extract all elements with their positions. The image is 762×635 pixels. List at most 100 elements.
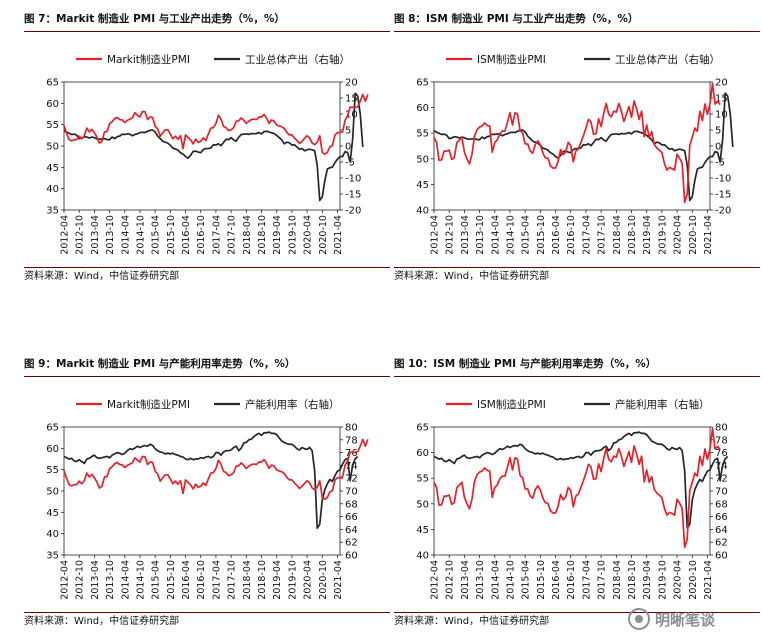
x-tick-label: 2020-10 [318,560,329,600]
legend-label: 工业总体产出（右轴） [615,53,720,66]
x-tick-label: 2018-10 [257,560,268,600]
chart-title: 图 10：ISM 制造业 PMI 与产能利用率走势（%，%） [394,358,657,370]
x-tick-label: 2015-10 [166,560,177,600]
x-tick-label: 2019-10 [287,560,298,600]
chart-title: 图 7：Markit 制造业 PMI 与工业产出走势（%，%） [24,13,285,25]
y2-tick-label: 80 [715,423,728,434]
x-tick-label: 2017-10 [227,215,238,255]
x-tick-label: 2018-04 [612,215,623,255]
y-tick-label: 60 [416,103,429,114]
chart-panel-fig7: 图 7：Markit 制造业 PMI 与工业产出走势（%，%） Markit制造… [24,10,390,285]
x-tick-label: 2018-10 [627,560,638,600]
y2-tick-label: -15 [345,190,361,201]
x-tick-label: 2017-04 [581,215,592,255]
y2-tick-label: -5 [715,158,725,169]
x-tick-label: 2015-10 [166,215,177,255]
y-tick-label: 50 [46,142,59,153]
y-tick-label: 40 [46,184,59,195]
source-divider [24,267,390,268]
title-divider [24,376,390,377]
x-tick-label: 2013-10 [105,215,116,255]
y2-tick-label: -20 [715,206,731,217]
y2-tick-label: 10 [345,110,358,121]
y2-tick-label: -15 [715,190,731,201]
title-divider [394,376,760,377]
legend-label: 工业总体产出（右轴） [245,53,350,66]
x-tick-label: 2015-10 [536,560,547,600]
x-tick-label: 2012-04 [430,560,441,600]
x-tick-label: 2012-04 [430,215,441,255]
x-tick-label: 2019-10 [657,215,668,255]
x-tick-label: 2019-04 [642,215,653,255]
x-tick-label: 2012-10 [75,560,86,600]
source-note: 资料来源：Wind，中信证券研究部 [24,271,180,282]
x-tick-label: 2018-10 [257,215,268,255]
y2-tick-label: 10 [715,110,728,121]
y-tick-label: 35 [46,551,59,562]
x-tick-label: 2017-10 [227,560,238,600]
series-line [433,427,721,549]
plot-frame [63,81,341,211]
x-tick-label: 2013-04 [90,215,101,255]
y2-tick-label: 68 [345,499,358,510]
y2-tick-label: 72 [715,474,728,485]
y2-tick-label: -10 [715,174,731,185]
plot-frame [433,426,711,556]
y2-tick-label: 60 [345,551,358,562]
x-tick-label: 2015-04 [151,215,162,255]
x-tick-label: 2019-04 [272,215,283,255]
y2-tick-label: -20 [345,206,361,217]
x-tick-label: 2012-04 [60,560,71,600]
x-tick-label: 2012-04 [60,215,71,255]
y2-tick-label: 70 [715,487,728,498]
legend-label: ISM制造业PMI [477,53,546,66]
x-tick-label: 2014-04 [490,560,501,600]
series-line [433,82,721,204]
x-tick-label: 2015-10 [536,215,547,255]
series-line [63,431,359,529]
x-tick-label: 2013-10 [105,560,116,600]
x-tick-label: 2018-04 [612,560,623,600]
y-tick-label: 65 [416,78,429,89]
x-tick-label: 2021-04 [703,215,714,255]
chart-title: 图 9：Markit 制造业 PMI 与产能利用率走势（%，%） [24,358,296,370]
y2-tick-label: 76 [715,448,728,459]
x-tick-label: 2014-10 [135,215,146,255]
chart-panel-fig10: 图 10：ISM 制造业 PMI 与产能利用率走势（%，%） ISM制造业PMI… [394,355,760,630]
chart-title: 图 8：ISM 制造业 PMI 与工业产出走势（%，%） [394,13,639,25]
x-tick-label: 2012-10 [75,215,86,255]
y2-tick-label: 76 [345,448,358,459]
y2-tick-label: 68 [715,499,728,510]
y2-tick-label: 78 [715,435,728,446]
x-tick-label: 2013-04 [460,560,471,600]
y-tick-label: 40 [416,551,429,562]
x-tick-label: 2013-04 [90,560,101,600]
y2-tick-label: 20 [715,78,728,89]
y-tick-label: 50 [416,499,429,510]
y2-tick-label: 15 [715,94,728,105]
title-divider [24,31,390,32]
source-note: 资料来源：Wind，中信证券研究部 [394,271,550,282]
y2-tick-label: 60 [715,551,728,562]
source-note: 资料来源：Wind，中信证券研究部 [394,616,550,627]
series-line [63,93,369,155]
x-tick-label: 2014-10 [135,560,146,600]
source-divider [24,612,390,613]
legend-label: Markit制造业PMI [107,398,190,411]
x-tick-label: 2020-10 [318,215,329,255]
x-tick-label: 2013-10 [475,215,486,255]
legend: ISM制造业PMI 产能利用率（右轴） [446,398,710,411]
plot-frame [63,426,341,556]
chart-fig7: Markit制造业PMI 工业总体产出（右轴）35404550556065-20-… [46,53,369,255]
chart-fig10: ISM制造业PMI 产能利用率（右轴） 40 45 50 55 60 65 60 62 64 66 68… [416,398,729,600]
y2-tick-label: 20 [345,78,358,89]
chart-fig8: ISM制造业PMI 工业总体产出（右轴）404550556065-20-15-10… [416,53,734,255]
chart-panel-fig8: 图 8：ISM 制造业 PMI 与工业产出走势（%，%） ISM制造业PMI 工业… [394,10,760,285]
x-tick-label: 2016-04 [181,215,192,255]
x-tick-label: 2014-10 [505,215,516,255]
y-tick-label: 60 [416,448,429,459]
title-divider [394,31,760,32]
x-tick-label: 2018-04 [242,215,253,255]
legend: Markit制造业PMI 产能利用率（右轴） [76,398,340,411]
x-tick-label: 2019-10 [657,560,668,600]
